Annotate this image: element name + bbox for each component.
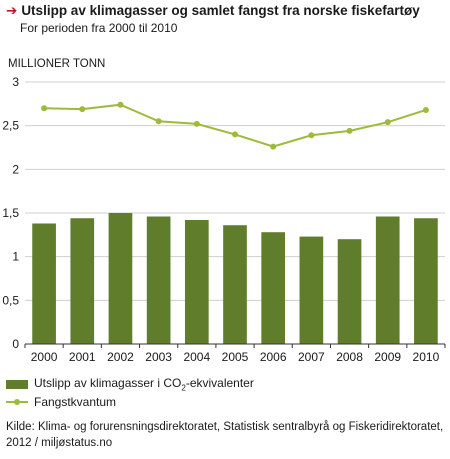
y-tick-label: 2,5 — [2, 119, 19, 133]
x-tick-label: 2010 — [413, 350, 440, 364]
line-point — [117, 101, 124, 108]
bar — [146, 216, 171, 344]
line-point — [384, 119, 391, 126]
line-point — [79, 106, 86, 113]
line-point — [193, 120, 200, 127]
bar — [414, 218, 438, 344]
legend-line-swatch — [6, 397, 28, 407]
bar — [337, 239, 362, 344]
x-tick-label: 2000 — [31, 350, 58, 364]
line-point — [270, 143, 277, 150]
line-point — [232, 131, 238, 138]
y-axis-unit-label: MILLIONER TONN — [8, 58, 106, 70]
line-point — [422, 106, 429, 113]
x-tick-label: 2005 — [222, 350, 249, 364]
bar — [70, 218, 95, 344]
bar — [261, 232, 286, 344]
x-tick-label: 2007 — [298, 350, 325, 364]
legend-item-bars: Utslipp av klimagasser i CO2-ekvivalente… — [6, 376, 254, 392]
x-tick-label: 2003 — [145, 350, 172, 364]
line-point — [41, 105, 48, 112]
y-tick-label: 2 — [12, 162, 19, 176]
arrow-right-icon: ➔ — [6, 3, 18, 18]
line-point — [155, 118, 162, 125]
bar — [375, 216, 400, 344]
x-tick-label: 2006 — [260, 350, 287, 364]
x-tick-label: 2001 — [69, 350, 96, 364]
bar — [32, 223, 56, 344]
legend-item-line: Fangstkvantum — [6, 395, 116, 409]
chart-subtitle: For perioden fra 2000 til 2010 — [20, 21, 178, 35]
line-point — [308, 132, 315, 139]
legend-bar-swatch — [6, 379, 28, 389]
x-tick-label: 2004 — [183, 350, 210, 364]
bar — [108, 213, 133, 344]
legend-line-label: Fangstkvantum — [34, 395, 117, 409]
x-tick-label: 2002 — [107, 350, 134, 364]
y-tick-label: 3 — [12, 75, 19, 89]
bar — [299, 236, 324, 344]
y-tick-label: 1,5 — [2, 206, 19, 220]
x-tick-label: 2009 — [374, 350, 401, 364]
bar — [184, 219, 209, 344]
y-tick-label: 1 — [12, 250, 19, 264]
y-tick-label: 0,5 — [2, 293, 19, 307]
y-tick-label: 0 — [12, 337, 19, 351]
bar — [223, 225, 247, 344]
legend-bar-label: Utslipp av klimagasser i CO2-ekvivalente… — [34, 376, 254, 393]
chart-title: ➔ Utslipp av klimagasser og samlet fangst… — [6, 3, 420, 19]
chart-title-text: Utslipp av klimagasser og samlet fangst … — [21, 3, 420, 18]
x-tick-label: 2008 — [336, 350, 363, 364]
line-point — [346, 127, 353, 134]
source-note: Kilde: Klima- og forurensningsdirektorat… — [6, 421, 444, 449]
